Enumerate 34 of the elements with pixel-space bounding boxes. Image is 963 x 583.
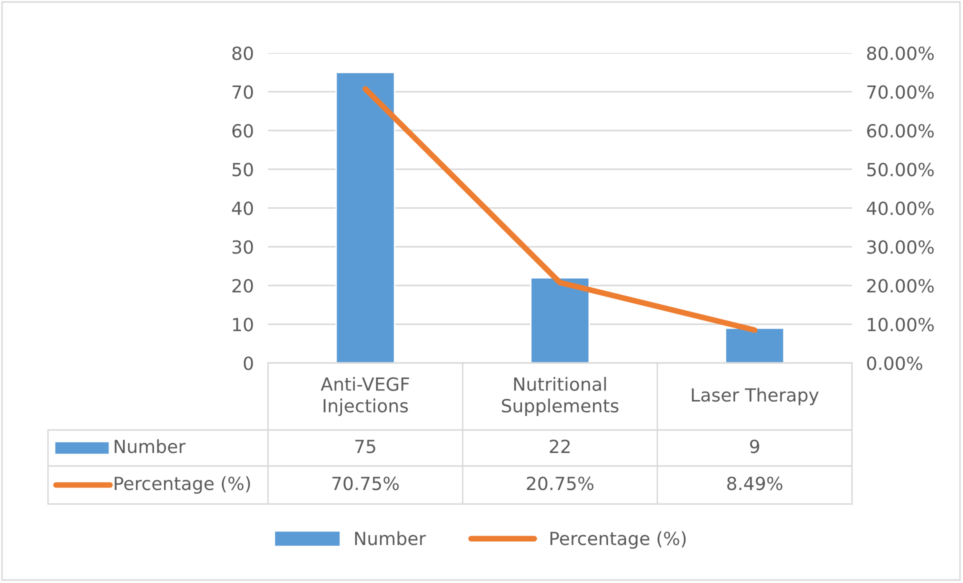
y-tick-label: 40 [232,201,253,216]
y2-tick-label: 40.00% [866,201,934,216]
text: Number [114,439,186,454]
y2-tick-label: 10.00% [868,318,934,332]
y2-tick-label: 70.00% [867,85,934,99]
data-label: 8.49% [727,476,782,490]
y2-tick-label: 80.00% [867,46,934,60]
y-tick-label: 30 [232,240,253,254]
y-tick-label: 70 [232,85,253,99]
bar [724,327,785,363]
data-label: 75 [355,440,376,454]
legend-label: Number [355,531,426,546]
y2-tick-label: 30.00% [867,240,934,254]
bar [335,72,396,363]
y-tick-label: 20 [232,278,253,293]
data-label: 20.75% [526,476,594,490]
data-label: 70.75% [332,476,399,490]
bar [530,277,590,363]
data-label: 9 [750,440,760,454]
y2-tick-label: 0.00% [867,356,922,370]
y2-tick-label: 20.00% [867,278,934,293]
y2-tick-label: 60.00% [867,124,934,138]
y-tick-label: 0 [244,356,253,370]
x-tick-label: Laser Therapy [692,388,819,406]
data-label: 22 [550,440,570,453]
y-tick-label: 50 [232,162,253,176]
x-tick-label: Anti-VEGF Injections [320,376,410,416]
text: Percentage (%) [550,531,686,549]
x-tick-label: Nutritional Supplements [502,376,618,416]
legend-label: Percentage (%) [114,476,250,494]
y-tick-label: 60 [232,124,253,138]
y-tick-label: 80 [232,46,253,60]
y-tick-label: 10 [233,318,253,332]
y2-tick-label: 50.00% [867,162,934,176]
